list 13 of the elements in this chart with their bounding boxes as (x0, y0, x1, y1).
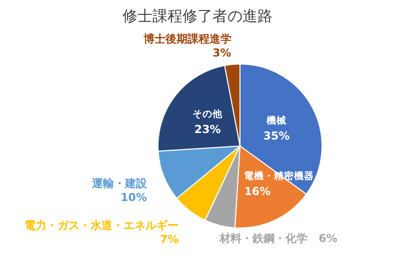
slice-label: 材料・鉄鋼・化学 6% (218, 232, 338, 245)
slice-label: 博士後期課程進学 (142, 32, 232, 46)
slice-label: その他 (192, 108, 224, 120)
data-label: 3% (212, 46, 232, 60)
data-label: 35% (263, 129, 290, 142)
data-label: 7% (160, 233, 179, 246)
chart-title: 修士課程修了者の進路 (122, 7, 272, 25)
slice-label: 機械 (266, 114, 287, 126)
slice-label: 運輸・建設 (90, 176, 148, 190)
data-label: 23% (194, 122, 221, 136)
slice-label: 電力・ガス・水道・エネルギー (24, 219, 179, 232)
data-label: 16% (244, 185, 271, 198)
data-label: 10% (120, 190, 147, 204)
